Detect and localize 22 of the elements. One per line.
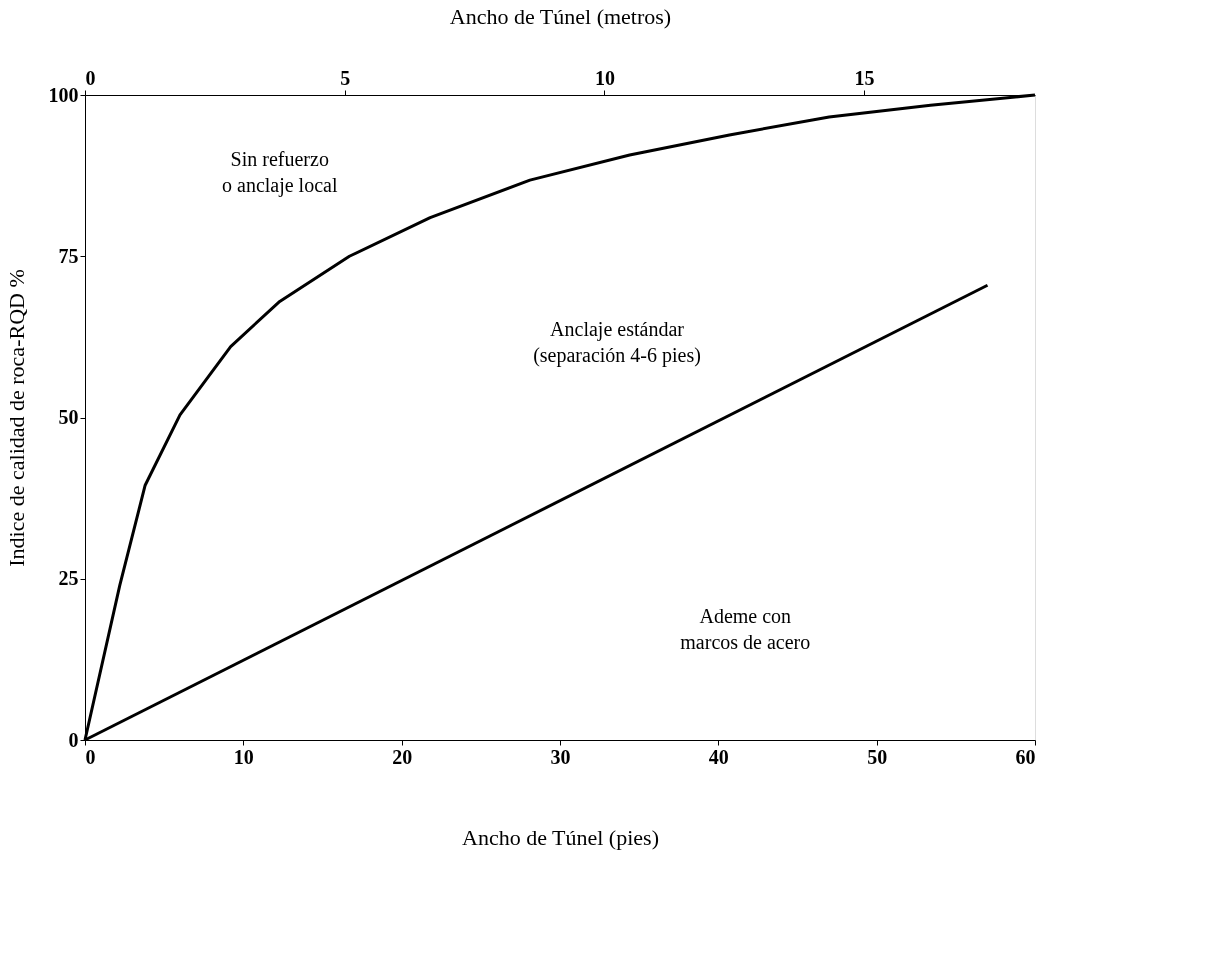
x-tick-label: 10	[233, 745, 254, 768]
y-axis-title: Indice de calidad de roca-RQD %	[3, 269, 29, 567]
x-tick-label: 40	[708, 745, 729, 768]
x-tick-label: 0	[85, 745, 96, 768]
annotation: Sin refuerzo o anclaje local	[222, 147, 338, 197]
x2-axis-title: Ancho de Túnel (metros)	[449, 3, 672, 29]
x2-tick-label: 10	[594, 66, 615, 89]
x-tick-label: 20	[392, 745, 413, 768]
x2-tick-label: 15	[854, 66, 875, 89]
y-tick-label: 0	[68, 728, 79, 751]
y-tick-label: 75	[58, 244, 79, 267]
y-tick-label: 100	[48, 83, 79, 106]
x-tick-label: 60	[1015, 745, 1036, 768]
annotation: Anclaje estándar (separación 4-6 pies)	[533, 318, 701, 368]
x2-tick-label: 0	[85, 66, 96, 89]
x-axis-title: Ancho de Túnel (pies)	[462, 824, 659, 850]
x2-tick-label: 5	[340, 66, 351, 89]
x-tick-label: 30	[550, 745, 571, 768]
x-tick-label: 50	[867, 745, 888, 768]
y-tick-label: 50	[58, 406, 79, 428]
annotation: Ademe con marcos de acero	[680, 605, 811, 654]
y-tick-label: 25	[58, 567, 79, 590]
